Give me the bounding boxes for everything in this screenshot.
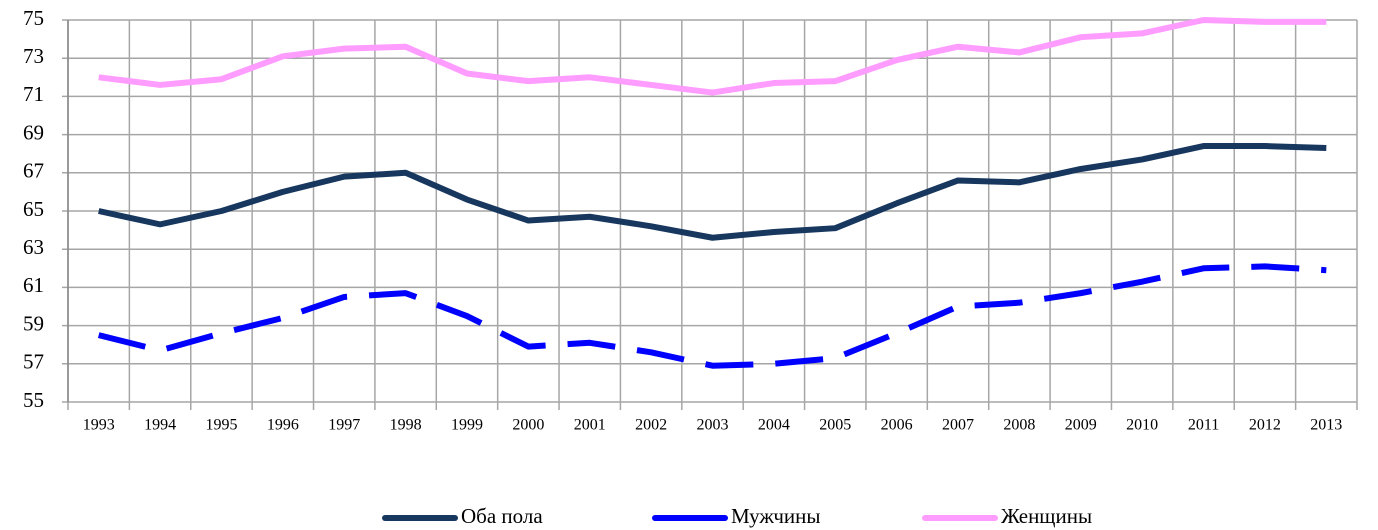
x-tick-label: 1996 <box>267 417 299 434</box>
y-tick-label: 75 <box>23 6 44 30</box>
y-tick-label: 55 <box>23 388 44 412</box>
x-tick-label: 2013 <box>1310 417 1342 434</box>
x-tick-label: 1997 <box>328 417 360 434</box>
x-tick-label: 1999 <box>451 417 483 434</box>
x-tick-label: 1993 <box>83 417 115 434</box>
x-tick-label: 2006 <box>881 417 913 434</box>
x-tick-label: 2012 <box>1249 417 1281 434</box>
legend-label: Женщины <box>1001 504 1092 528</box>
x-tick-label: 2011 <box>1188 417 1219 434</box>
y-tick-label: 67 <box>23 159 44 183</box>
x-tick-label: 2003 <box>697 417 729 434</box>
y-tick-label: 59 <box>23 311 44 335</box>
x-tick-label: 2007 <box>942 417 974 434</box>
x-tick-label: 2004 <box>758 417 790 434</box>
y-tick-label: 63 <box>23 235 44 259</box>
x-tick-label: 2008 <box>1003 417 1035 434</box>
y-tick-label: 69 <box>23 120 44 144</box>
y-tick-label: 61 <box>23 273 44 297</box>
x-tick-label: 1998 <box>390 417 422 434</box>
data-line <box>98 17 1327 96</box>
x-tick-label: 1994 <box>144 417 176 434</box>
data-line <box>98 143 1327 241</box>
y-tick-label: 57 <box>23 350 44 374</box>
x-tick-label: 2005 <box>819 417 851 434</box>
x-tick-label: 2002 <box>635 417 667 434</box>
y-tick-label: 71 <box>23 82 44 106</box>
y-tick-label: 65 <box>23 197 44 221</box>
legend-label: Мужчины <box>731 504 821 528</box>
x-tick-label: 1995 <box>205 417 237 434</box>
y-tick-label: 73 <box>23 44 44 68</box>
legend-label: Оба пола <box>461 504 543 528</box>
x-tick-label: 2009 <box>1065 417 1097 434</box>
x-tick-label: 2010 <box>1126 417 1158 434</box>
x-tick-label: 2001 <box>574 417 606 434</box>
x-tick-label: 2000 <box>512 417 544 434</box>
data-line <box>97 263 1327 369</box>
